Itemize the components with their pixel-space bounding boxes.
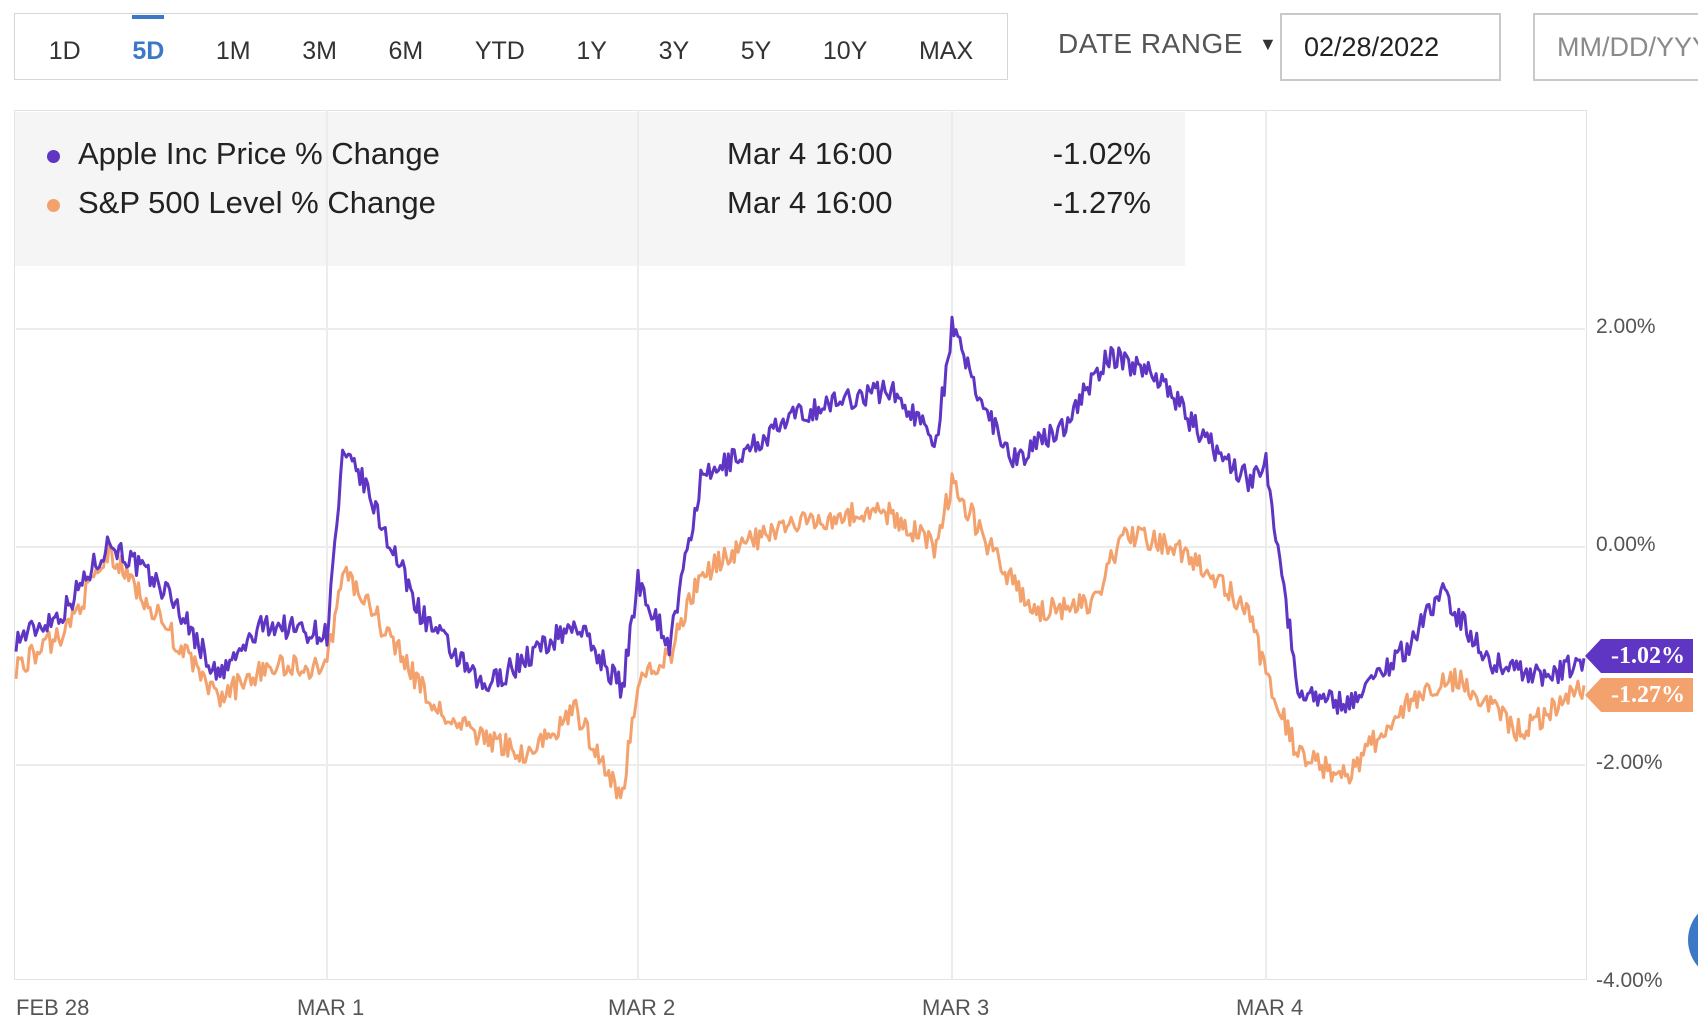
time-range-selector: 1D 5D 1M 3M 6M YTD 1Y 3Y 5Y 10Y MAX <box>14 13 1008 80</box>
x-tick-label: MAR 4 <box>1236 995 1304 1020</box>
x-tick-label: MAR 3 <box>922 995 990 1020</box>
date-range-dropdown[interactable]: DATE RANGE ▼ <box>1058 28 1277 60</box>
x-tick-label: FEB 28 <box>16 995 90 1020</box>
x-tick-label: MAR 1 <box>297 995 365 1020</box>
range-button-10y[interactable]: 10Y <box>822 36 868 65</box>
range-button-1d[interactable]: 1D <box>48 36 81 65</box>
y-tick-label: 0.00% <box>1596 533 1656 556</box>
legend-value-sp500: -1.27% <box>1052 185 1151 220</box>
legend-row-apple: Apple Inc Price % Change Mar 4 16:00 -1.… <box>15 136 1185 176</box>
legend-row-sp500: S&P 500 Level % Change Mar 4 16:00 -1.27… <box>15 185 1185 225</box>
legend-name-apple: Apple Inc Price % Change <box>78 136 440 171</box>
range-button-6m[interactable]: 6M <box>388 36 424 65</box>
chart-legend: Apple Inc Price % Change Mar 4 16:00 -1.… <box>15 112 1185 266</box>
legend-time-apple: Mar 4 16:00 <box>727 136 893 171</box>
range-button-5d[interactable]: 5D <box>126 14 170 71</box>
end-date-input[interactable] <box>1533 13 1698 81</box>
y-tick-label: -4.00% <box>1596 969 1663 992</box>
range-button-ytd[interactable]: YTD <box>474 36 525 65</box>
sp500-end-value-label: -1.27% <box>1585 678 1693 712</box>
series-line-sp500 <box>14 472 1586 800</box>
chart-frame <box>14 110 1587 980</box>
series-line-apple <box>14 315 1586 715</box>
range-button-max[interactable]: MAX <box>918 36 974 65</box>
y-tick-label: 2.00% <box>1596 315 1656 338</box>
start-date-input[interactable] <box>1280 13 1501 81</box>
range-button-3m[interactable]: 3M <box>302 36 337 65</box>
legend-time-sp500: Mar 4 16:00 <box>727 185 893 220</box>
range-button-1m[interactable]: 1M <box>215 36 251 65</box>
y-tick-label: -2.00% <box>1596 751 1663 774</box>
legend-dot-apple <box>47 150 60 163</box>
legend-value-apple: -1.02% <box>1052 136 1151 171</box>
legend-dot-sp500 <box>47 199 60 212</box>
caret-down-icon: ▼ <box>1258 33 1278 54</box>
date-range-label: DATE RANGE <box>1058 28 1243 59</box>
legend-name-sp500: S&P 500 Level % Change <box>78 185 436 220</box>
floating-action-button[interactable] <box>1688 900 1698 980</box>
range-button-5y[interactable]: 5Y <box>740 36 772 65</box>
x-tick-label: MAR 2 <box>608 995 676 1020</box>
range-button-1y[interactable]: 1Y <box>576 36 607 65</box>
apple-end-value-label: -1.02% <box>1585 639 1693 673</box>
range-button-3y[interactable]: 3Y <box>658 36 690 65</box>
